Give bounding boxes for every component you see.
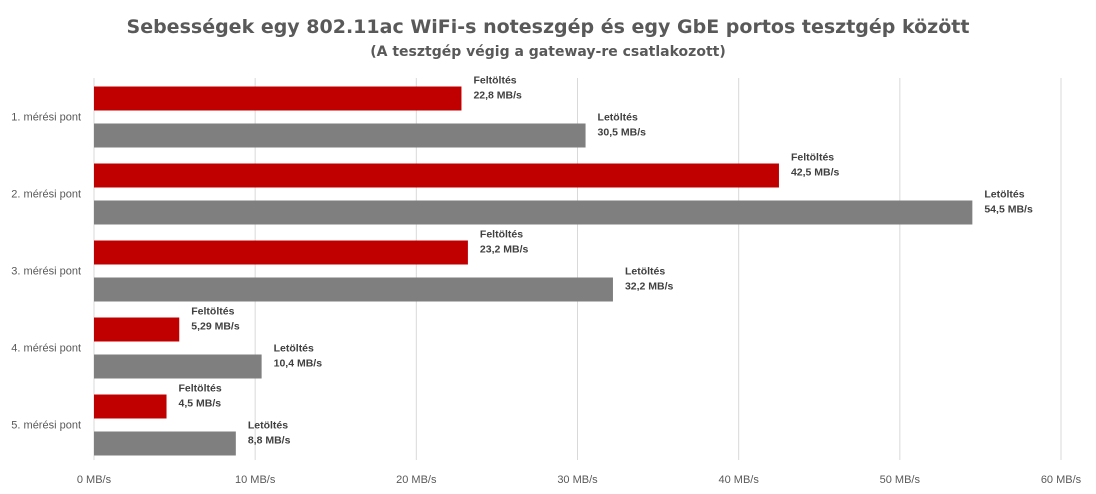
- category-label: 4. mérési pont: [11, 343, 81, 355]
- data-label: Letöltés 10,4 MB/s: [274, 343, 323, 370]
- data-label: Feltöltés 22,8 MB/s: [473, 75, 522, 102]
- data-label-series: Letöltés: [984, 189, 1024, 201]
- upload-bar: [94, 86, 462, 111]
- x-tick-label: 40 MB/s: [718, 474, 759, 486]
- data-label-series: Feltöltés: [179, 383, 222, 395]
- download-bar: [94, 123, 586, 148]
- bars: [94, 86, 973, 456]
- data-label-series: Feltöltés: [191, 306, 234, 318]
- data-label: Feltöltés 5,29 MB/s: [191, 306, 240, 333]
- data-label-value: 22,8 MB/s: [473, 90, 522, 102]
- chart-title: Sebességek egy 802.11ac WiFi-s noteszgép…: [127, 16, 970, 38]
- data-label-value: 54,5 MB/s: [984, 204, 1033, 216]
- download-bar: [94, 277, 613, 302]
- data-labels: Feltöltés 22,8 MB/s Letöltés 30,5 MB/s Feltö…: [179, 75, 1033, 447]
- data-label-value: 5,29 MB/s: [191, 321, 240, 333]
- upload-bar: [94, 163, 779, 188]
- data-label-series: Letöltés: [625, 266, 665, 278]
- data-label-series: Letöltés: [598, 112, 638, 124]
- upload-bar: [94, 317, 180, 342]
- data-label: Letöltés 30,5 MB/s: [598, 112, 647, 139]
- category-axis: 1. mérési pont 2. mérési pont 3. mérési po…: [11, 112, 81, 432]
- data-label-value: 23,2 MB/s: [480, 244, 529, 256]
- x-tick-label: 0 MB/s: [77, 474, 112, 486]
- data-label-series: Feltöltés: [473, 75, 516, 87]
- data-label-series: Letöltés: [274, 343, 314, 355]
- data-label-value: 10,4 MB/s: [274, 358, 323, 370]
- data-label-value: 4,5 MB/s: [179, 398, 222, 410]
- data-label: Feltöltés 42,5 MB/s: [791, 152, 840, 179]
- data-label: Feltöltés 23,2 MB/s: [480, 229, 529, 256]
- download-bar: [94, 354, 262, 379]
- category-label: 3. mérési pont: [11, 266, 81, 278]
- chart-subtitle: (A tesztgép végig a gateway-re csatlakoz…: [370, 44, 725, 60]
- x-tick-label: 10 MB/s: [235, 474, 276, 486]
- data-label: Feltöltés 4,5 MB/s: [179, 383, 222, 410]
- x-tick-label: 30 MB/s: [557, 474, 598, 486]
- data-label-series: Feltöltés: [791, 152, 834, 164]
- data-label-value: 32,2 MB/s: [625, 281, 674, 293]
- data-label-series: Letöltés: [248, 420, 288, 432]
- data-label: Letöltés 8,8 MB/s: [248, 420, 291, 447]
- data-label-value: 8,8 MB/s: [248, 435, 291, 447]
- upload-bar: [94, 240, 468, 265]
- data-label: Letöltés 54,5 MB/s: [984, 189, 1033, 216]
- download-bar: [94, 431, 236, 456]
- x-tick-label: 60 MB/s: [1041, 474, 1082, 486]
- x-tick-label: 50 MB/s: [880, 474, 921, 486]
- category-label: 5. mérési pont: [11, 420, 81, 432]
- upload-bar: [94, 394, 167, 419]
- download-bar: [94, 200, 973, 225]
- value-axis: 0 MB/s 10 MB/s 20 MB/s 30 MB/s 40 MB/s 50 MB/…: [77, 474, 1082, 486]
- category-label: 1. mérési pont: [11, 112, 81, 124]
- x-tick-label: 20 MB/s: [396, 474, 437, 486]
- data-label-series: Feltöltés: [480, 229, 523, 241]
- data-label-value: 42,5 MB/s: [791, 167, 840, 179]
- data-label-value: 30,5 MB/s: [598, 127, 647, 139]
- category-label: 2. mérési pont: [11, 189, 81, 201]
- data-label: Letöltés 32,2 MB/s: [625, 266, 674, 293]
